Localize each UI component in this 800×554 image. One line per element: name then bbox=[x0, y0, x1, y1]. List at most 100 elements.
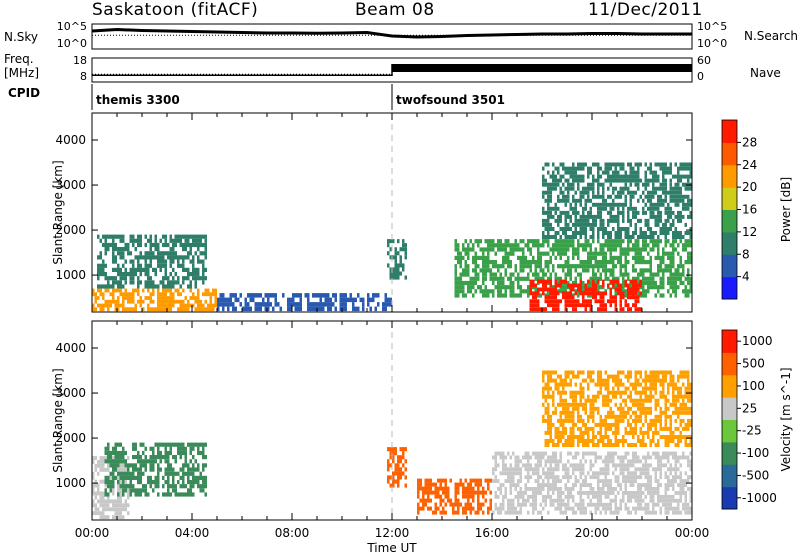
power-cell-afternoon-band bbox=[534, 276, 537, 281]
velocity-cell-early-band bbox=[199, 450, 202, 456]
power-cell-strong-evening bbox=[532, 283, 535, 288]
power-cell-afternoon-band bbox=[639, 268, 642, 273]
velocity-cell-evening-ground bbox=[647, 471, 650, 476]
velocity-cell-early-band bbox=[117, 492, 120, 497]
velocity-ytick-label: 2000 bbox=[55, 431, 86, 445]
velocity-cell-late-scatter bbox=[619, 394, 622, 399]
power-cell-early-band bbox=[184, 267, 187, 272]
velocity-cell-evening-ground bbox=[594, 475, 597, 480]
power-cell-early-band bbox=[202, 263, 205, 268]
power-cell-afternoon-band bbox=[469, 239, 472, 244]
power-cell-noon-patch bbox=[399, 247, 402, 252]
velocity-cell-noon-patch bbox=[389, 483, 392, 488]
power-cell-strong-evening bbox=[594, 283, 597, 288]
velocity-cell-late-scatter bbox=[564, 398, 567, 403]
power-cell-noon-patch bbox=[397, 271, 400, 276]
velocity-cell-afternoon-flow bbox=[464, 494, 467, 499]
power-cell-midday-scatter bbox=[229, 293, 232, 298]
velocity-cell-early-ground bbox=[102, 507, 105, 512]
velocity-cell-early-band bbox=[112, 475, 115, 480]
power-cell-midday-scatter bbox=[272, 306, 275, 312]
velocity-cell-late-scatter bbox=[644, 414, 647, 419]
power-cell-early-near bbox=[97, 296, 100, 300]
power-cell-late-scatter bbox=[669, 214, 672, 219]
power-cell-late-scatter bbox=[607, 170, 610, 175]
velocity-cell-late-scatter bbox=[607, 414, 610, 419]
power-cell-early-near bbox=[189, 303, 192, 308]
velocity-cell-afternoon-flow bbox=[477, 506, 480, 511]
power-cell-afternoon-band bbox=[464, 239, 467, 244]
velocity-cell-early-band bbox=[199, 471, 202, 476]
velocity-cell-evening-ground bbox=[507, 502, 510, 507]
velocity-cell-evening-ground bbox=[614, 494, 617, 499]
power-cell-early-near bbox=[132, 288, 135, 293]
power-cell-early-band bbox=[177, 263, 180, 268]
power-cell-late-scatter bbox=[662, 231, 665, 235]
power-cell-afternoon-band bbox=[669, 293, 672, 298]
power-cell-strong-evening bbox=[609, 291, 612, 296]
velocity-cell-evening-ground bbox=[597, 487, 600, 491]
power-cell-strong-evening bbox=[574, 283, 577, 288]
power-cell-afternoon-band bbox=[492, 280, 495, 286]
velocity-cell-afternoon-flow bbox=[479, 502, 482, 507]
power-cell-strong-evening bbox=[599, 307, 602, 312]
velocity-cell-evening-ground bbox=[657, 491, 660, 495]
power-cell-early-band bbox=[142, 255, 145, 260]
velocity-cell-late-scatter bbox=[667, 435, 670, 439]
power-cell-late-scatter bbox=[667, 170, 670, 175]
velocity-cell-early-band bbox=[174, 455, 177, 460]
power-cell-afternoon-band bbox=[649, 255, 652, 260]
power-cell-early-band bbox=[197, 276, 200, 281]
velocity-cell-evening-ground bbox=[679, 491, 682, 495]
power-colorbar-tick-label: 12 bbox=[742, 225, 757, 239]
power-cell-late-scatter bbox=[669, 170, 672, 175]
velocity-cell-afternoon-flow bbox=[479, 478, 482, 483]
power-cell-early-band bbox=[117, 284, 120, 289]
power-cell-late-scatter bbox=[554, 231, 557, 235]
velocity-cell-early-band bbox=[107, 446, 110, 451]
power-cell-midday-scatter bbox=[244, 306, 247, 312]
power-cell-afternoon-band bbox=[679, 255, 682, 260]
power-cell-afternoon-band bbox=[582, 260, 585, 265]
velocity-cell-early-ground bbox=[94, 491, 97, 496]
power-cell-afternoon-band bbox=[464, 260, 467, 265]
power-cell-midday-scatter bbox=[247, 306, 250, 312]
power-cell-strong-evening bbox=[619, 287, 622, 292]
power-cell-late-scatter bbox=[614, 218, 617, 223]
velocity-cell-evening-ground bbox=[624, 491, 627, 495]
velocity-cell-early-band bbox=[184, 459, 187, 464]
velocity-cell-late-scatter bbox=[664, 394, 667, 399]
power-cell-late-scatter bbox=[654, 231, 657, 235]
power-cell-late-scatter bbox=[682, 194, 685, 199]
velocity-cell-late-scatter bbox=[619, 414, 622, 419]
power-cell-early-band bbox=[122, 272, 125, 277]
power-cell-afternoon-band bbox=[652, 276, 655, 281]
velocity-cell-late-scatter bbox=[547, 422, 550, 427]
velocity-cell-early-band bbox=[189, 484, 192, 489]
power-cell-late-scatter bbox=[669, 227, 672, 231]
velocity-cell-evening-ground bbox=[497, 494, 500, 499]
velocity-cell-afternoon-flow bbox=[477, 510, 480, 515]
power-cell-afternoon-band bbox=[669, 268, 672, 273]
power-cell-afternoon-band bbox=[602, 264, 605, 269]
power-cell-afternoon-band bbox=[464, 268, 467, 273]
power-cell-late-scatter bbox=[564, 170, 567, 175]
velocity-cell-early-band bbox=[104, 475, 107, 480]
power-cell-strong-evening bbox=[594, 287, 597, 292]
power-cell-afternoon-band bbox=[519, 264, 522, 269]
velocity-cell-evening-ground bbox=[607, 479, 610, 483]
power-cell-afternoon-band bbox=[664, 251, 667, 256]
power-cell-afternoon-band bbox=[499, 247, 502, 252]
power-cell-late-scatter bbox=[677, 182, 680, 187]
power-cell-afternoon-band bbox=[517, 293, 520, 298]
velocity-cell-late-scatter bbox=[572, 414, 575, 419]
power-cell-midday-scatter bbox=[254, 293, 257, 298]
power-cell-afternoon-band bbox=[562, 247, 565, 252]
power-cell-late-scatter bbox=[569, 214, 572, 219]
velocity-cell-evening-ground bbox=[499, 510, 502, 515]
power-cell-early-band bbox=[129, 251, 132, 256]
power-cell-late-scatter bbox=[634, 190, 637, 195]
power-cell-early-band bbox=[112, 267, 115, 272]
velocity-cell-early-band bbox=[162, 475, 165, 480]
velocity-cell-late-scatter bbox=[562, 435, 565, 439]
